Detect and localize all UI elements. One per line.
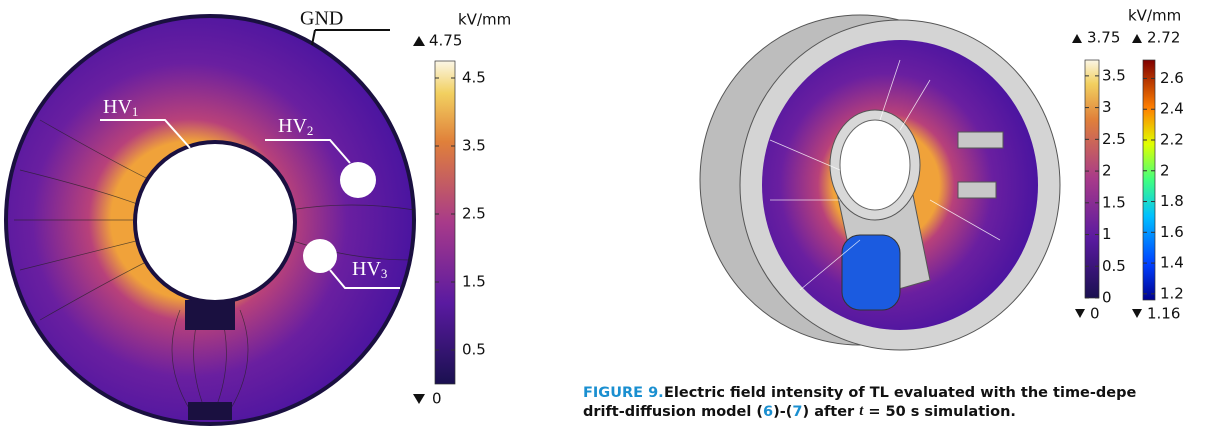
caption-line: Electric field intensity of TL evaluated…: [664, 385, 1136, 401]
caption-segment: )-(: [773, 404, 792, 420]
caption-line: drift-diffusion model (6)-(7) after t = …: [583, 403, 1016, 420]
colorbar-tick-label: 2: [1160, 161, 1170, 179]
colorbar-tick-label: 0.5: [1102, 257, 1126, 275]
hv-text: HV: [352, 258, 381, 280]
figure: GND kV/mm kV/mm FIGURE 9. Electric field…: [0, 0, 1213, 431]
colorbar-tick-label: 2: [1102, 162, 1112, 180]
colorbar-tick-label: 2.5: [462, 205, 486, 223]
hv-text: HV: [103, 96, 132, 118]
caption-segment: = 50 s simulation.: [863, 404, 1016, 420]
colorbar-tick-label: 3.5: [1102, 66, 1126, 84]
caption-label: FIGURE 9.: [583, 385, 664, 401]
colorbar-tick-label: 1.6: [1160, 223, 1184, 241]
hv-subscript: 1: [132, 104, 139, 119]
colorbar-tick-label: 4.5: [462, 69, 486, 87]
unit-label: kV/mm: [458, 11, 511, 29]
caption-segment: 6: [763, 404, 773, 420]
colorbar-min: 0: [1090, 305, 1100, 323]
figure-svg: GND kV/mm kV/mm FIGURE 9. Electric field…: [0, 0, 1213, 431]
colorbar-max: 2.72: [1147, 29, 1180, 47]
colorbar-tick-label: 1.4: [1160, 254, 1184, 272]
left-field-plot: [6, 16, 455, 424]
colorbar-tick-label: 3.5: [462, 137, 486, 155]
colorbar-min: 1.16: [1147, 305, 1180, 323]
caption-segment: drift-diffusion model (: [583, 404, 763, 420]
unit-label: kV/mm: [1128, 7, 1181, 25]
hv-subscript: 2: [307, 123, 314, 138]
colorbar-tick-label: 0.5: [462, 341, 486, 359]
hv-subscript: 3: [381, 266, 388, 281]
colorbar-tick-label: 1.5: [462, 273, 486, 291]
colorbar-tick-label: 2.5: [1102, 130, 1126, 148]
colorbar-tick-label: 2.4: [1160, 100, 1184, 118]
caption-segment: ) after: [803, 404, 860, 420]
colorbar-tick-label: 1: [1102, 225, 1112, 243]
colorbar-max: 3.75: [1087, 29, 1120, 47]
colorbar-tick-label: 3: [1102, 98, 1112, 116]
colorbar-tick-label: 2.2: [1160, 131, 1184, 149]
right-field-plot: [700, 15, 1155, 350]
colorbar-tick-label: 1.8: [1160, 192, 1184, 210]
colorbar-max: 4.75: [429, 32, 462, 50]
colorbar-tick-label: 2.6: [1160, 69, 1184, 87]
gnd-label: GND: [300, 8, 343, 30]
colorbar-tick-label: 0: [1102, 289, 1112, 307]
hv-text: HV: [278, 115, 307, 137]
caption-segment: 7: [792, 404, 802, 420]
colorbar-min: 0: [432, 390, 442, 408]
colorbar-tick-label: 1.2: [1160, 284, 1184, 302]
colorbar-tick-label: 1.5: [1102, 193, 1126, 211]
